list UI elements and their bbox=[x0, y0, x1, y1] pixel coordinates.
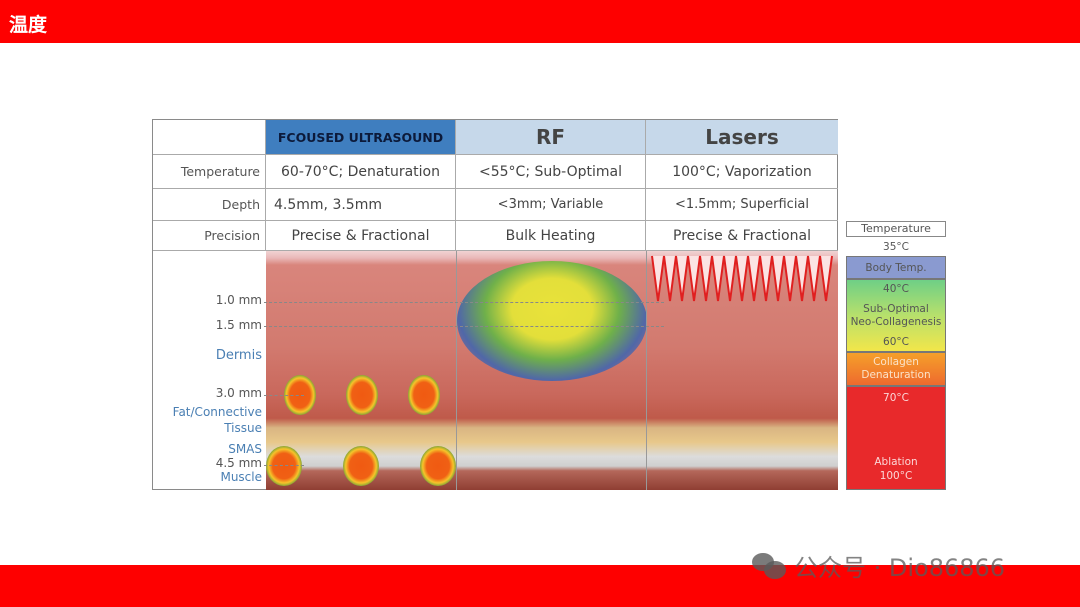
label-muscle: Muscle bbox=[220, 470, 262, 484]
row-label-temperature: Temperature bbox=[153, 155, 266, 189]
legend-sub1: Sub-Optimal bbox=[863, 302, 929, 315]
title-bar: 温度 bbox=[0, 0, 1080, 43]
cell-precision-us: Precise & Fractional bbox=[266, 221, 456, 251]
cell-precision-lasers: Precise & Fractional bbox=[646, 221, 838, 251]
legend-col2: Denaturation bbox=[861, 369, 931, 381]
row-label-precision: Precision bbox=[153, 221, 266, 251]
corner-cell bbox=[153, 120, 266, 155]
legend-title: Temperature bbox=[846, 221, 946, 237]
wechat-icon bbox=[752, 552, 786, 579]
slide-title: 温度 bbox=[9, 14, 48, 36]
depth-4-5mm: 4.5 mm bbox=[215, 456, 262, 470]
legend-35c: 35°C bbox=[883, 241, 909, 253]
header-ultrasound: FCOUSED ULTRASOUND bbox=[266, 120, 456, 155]
depth-labels: 1.0 mm 1.5 mm Dermis 3.0 mm Fat/Connecti… bbox=[152, 250, 664, 490]
comparison-table: FCOUSED ULTRASOUND RF Lasers Temperature… bbox=[152, 119, 838, 490]
watermark: 公众号 · Dio86866 bbox=[752, 548, 1005, 583]
label-smas: SMAS bbox=[228, 442, 262, 456]
focal-point bbox=[346, 375, 378, 415]
legend-100c: 100°C bbox=[879, 470, 913, 482]
cell-temperature-rf: <55°C; Sub-Optimal bbox=[456, 155, 646, 189]
focal-point bbox=[343, 446, 379, 486]
legend-sub2: Neo-Collagenesis bbox=[850, 315, 942, 328]
row-label-depth: Depth bbox=[153, 189, 266, 221]
cell-temperature-lasers: 100°C; Vaporization bbox=[646, 155, 838, 189]
label-fat: Fat/Connective bbox=[172, 405, 262, 419]
legend-denaturation: Collagen Denaturation bbox=[846, 352, 946, 386]
laser-channels bbox=[651, 255, 833, 302]
label-tissue: Tissue bbox=[224, 421, 262, 435]
rf-heat-zone bbox=[457, 261, 646, 381]
watermark-text: 公众号 · Dio86866 bbox=[794, 554, 1006, 582]
depth-1-5mm: 1.5 mm bbox=[215, 318, 262, 332]
cell-depth-us: 4.5mm, 3.5mm bbox=[266, 189, 456, 221]
legend-body-label: Body Temp. bbox=[865, 261, 927, 274]
cell-precision-rf: Bulk Heating bbox=[456, 221, 646, 251]
legend-70c: 70°C bbox=[883, 392, 909, 404]
header-lasers: Lasers bbox=[646, 120, 838, 155]
focal-point bbox=[420, 446, 456, 486]
focal-point bbox=[408, 375, 440, 415]
footer-bar bbox=[0, 565, 1080, 607]
legend-sub-optimal: 40°C Sub-Optimal Neo-Collagenesis 60°C bbox=[846, 279, 946, 352]
label-dermis: Dermis bbox=[215, 348, 262, 363]
depth-1mm: 1.0 mm bbox=[215, 293, 262, 307]
legend-body-temp: Body Temp. bbox=[846, 256, 946, 279]
laser-skin-image bbox=[646, 251, 838, 490]
rf-skin-image bbox=[456, 251, 646, 490]
cell-temperature-us: 60-70°C; Denaturation bbox=[266, 155, 456, 189]
header-rf: RF bbox=[456, 120, 646, 155]
legend-abl: Ablation bbox=[874, 456, 918, 468]
cell-depth-lasers: <1.5mm; Superficial bbox=[646, 189, 838, 221]
legend-60c: 60°C bbox=[883, 336, 909, 348]
depth-3mm: 3.0 mm bbox=[215, 386, 262, 400]
legend-col1: Collagen bbox=[873, 356, 919, 368]
legend-ablation: 70°C Ablation 100°C bbox=[846, 386, 946, 490]
cell-depth-rf: <3mm; Variable bbox=[456, 189, 646, 221]
focal-point bbox=[266, 446, 302, 486]
legend-40c: 40°C bbox=[883, 283, 909, 295]
ultrasound-skin-image bbox=[266, 251, 456, 490]
